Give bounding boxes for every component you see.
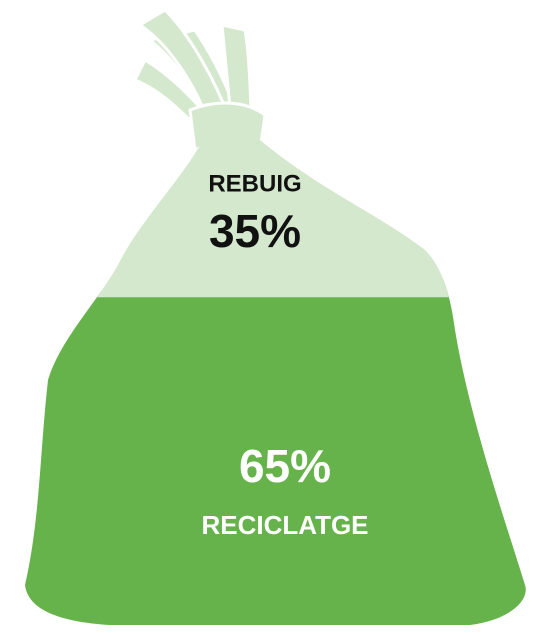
chart: REBUIG 35% 65% RECICLATGE [0, 0, 539, 633]
category-label: RECICLATGE [201, 510, 368, 540]
category-label: REBUIG [208, 170, 301, 197]
value-label: 65% [239, 440, 331, 492]
bag-knot [135, 10, 265, 150]
value-label: 35% [209, 205, 301, 257]
